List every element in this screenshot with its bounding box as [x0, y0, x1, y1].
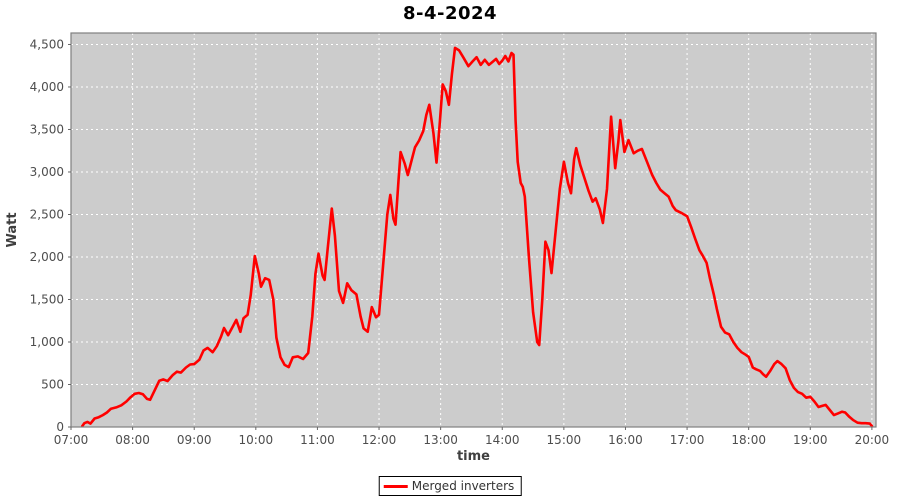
- y-axis-label: Watt: [5, 212, 20, 247]
- x-tick-label: 16:00: [608, 433, 643, 447]
- y-tick-label: 0: [56, 420, 64, 434]
- legend-label: Merged inverters: [411, 479, 515, 493]
- x-tick-label: 18:00: [731, 433, 766, 447]
- x-tick-label: 07:00: [54, 433, 89, 447]
- plot-border: [70, 32, 877, 428]
- x-tick-label: 17:00: [670, 433, 705, 447]
- y-tick-label: 500: [41, 377, 64, 391]
- y-tick-label: 3,500: [30, 122, 64, 136]
- series-line-merged-inverters: [81, 46, 874, 428]
- x-tick-label: 10:00: [239, 433, 274, 447]
- y-tick-label: 3,000: [30, 165, 64, 179]
- chart-title: 8-4-2024: [402, 3, 498, 24]
- y-tick-label: 1,500: [30, 292, 64, 306]
- legend-line-swatch: [383, 484, 408, 488]
- x-tick-label: 14:00: [485, 433, 520, 447]
- x-tick-label: 11:00: [300, 433, 335, 447]
- x-tick-label: 19:00: [793, 433, 828, 447]
- x-tick-label: 15:00: [547, 433, 582, 447]
- legend: Merged inverters: [378, 476, 522, 496]
- y-tick-label: 2,000: [30, 250, 64, 264]
- y-tick-label: 4,500: [30, 37, 64, 51]
- x-tick-label: 09:00: [177, 433, 212, 447]
- y-tick-label: 2,500: [30, 207, 64, 221]
- x-tick-label: 08:00: [115, 433, 150, 447]
- y-tick-label: 4,000: [30, 80, 64, 94]
- x-tick-label: 20:00: [855, 433, 890, 447]
- x-tick-label: 13:00: [423, 433, 458, 447]
- y-tick-label: 1,000: [30, 335, 64, 349]
- plot-area: [71, 33, 876, 427]
- x-tick-label: 12:00: [362, 433, 397, 447]
- x-axis-label: time: [457, 449, 490, 464]
